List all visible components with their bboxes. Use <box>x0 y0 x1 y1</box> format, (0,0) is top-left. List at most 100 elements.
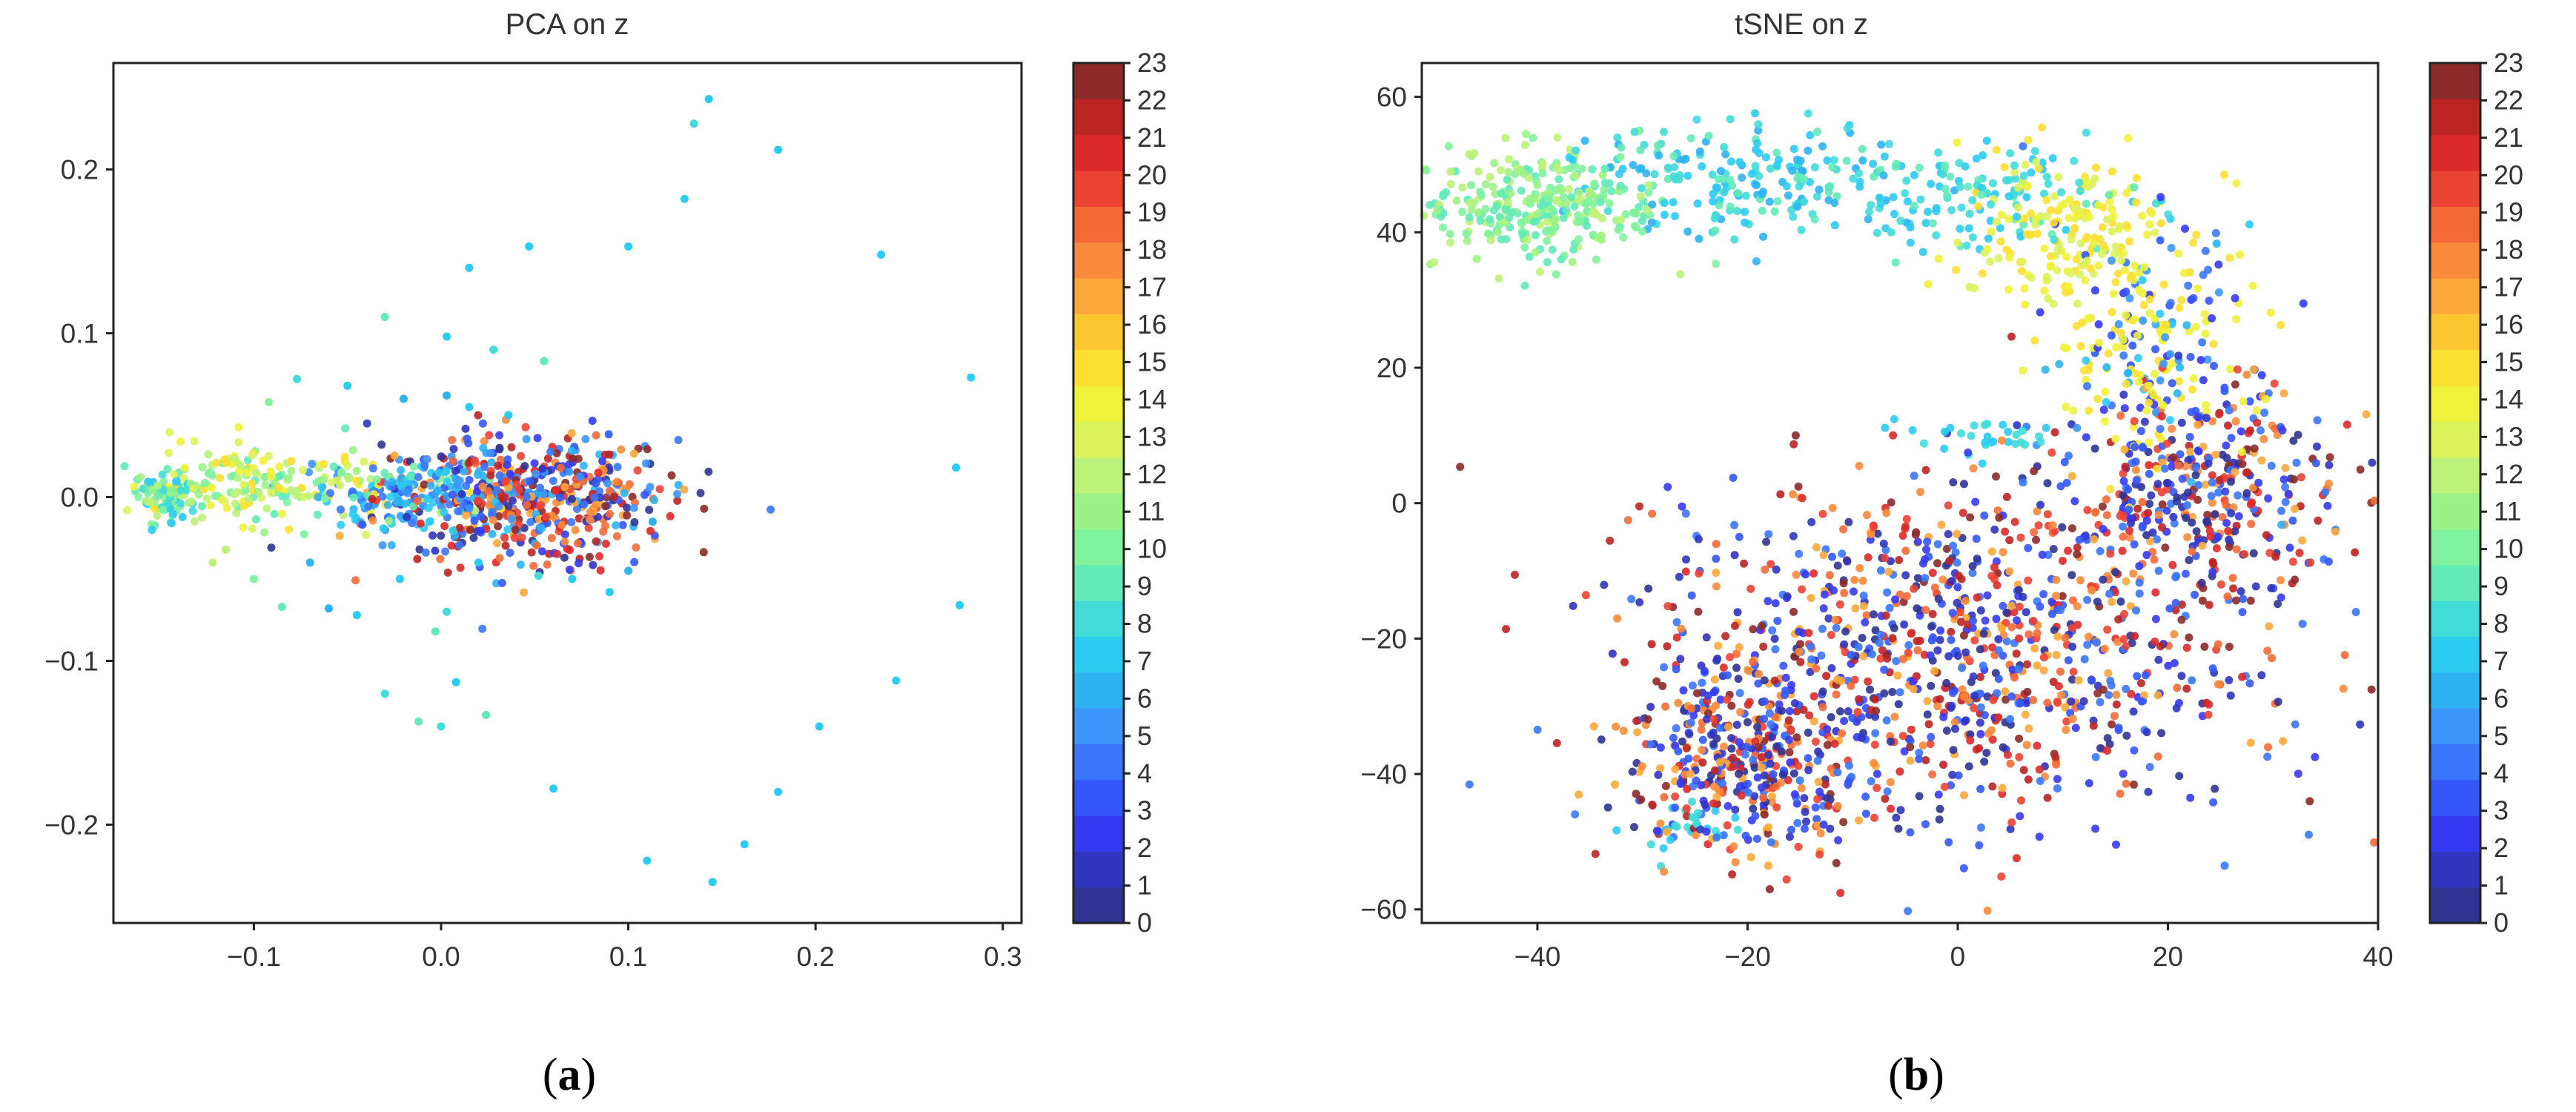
tsne-point <box>2073 543 2082 552</box>
tsne-point <box>2125 237 2134 246</box>
tsne-point <box>1766 164 1775 173</box>
tsne-point <box>2032 158 2041 166</box>
pca-colorbar-segment <box>1073 815 1124 852</box>
tsne-point <box>2132 198 2141 207</box>
tsne-point <box>2102 215 2111 224</box>
tsne-point <box>1818 687 1827 696</box>
tsne-point <box>1939 712 1948 721</box>
tsne-point <box>1850 675 1859 684</box>
tsne-point <box>1770 635 1779 643</box>
tsne-point <box>2090 174 2099 183</box>
tsne-point <box>2001 687 2010 696</box>
tsne-point <box>1894 700 1903 709</box>
tsne-point <box>1892 813 1901 822</box>
tsne-point <box>1799 706 1808 714</box>
tsne-point <box>2186 447 2195 456</box>
tsne-point <box>1758 190 1767 199</box>
pca-point <box>517 451 526 460</box>
tsne-point <box>2073 322 2082 331</box>
tsne-point <box>2067 269 2075 278</box>
pca-point <box>265 397 274 406</box>
tsne-point <box>2156 236 2165 245</box>
tsne-point <box>2008 665 2017 674</box>
tsne-point <box>1731 813 1740 822</box>
tsne-point <box>1995 513 2004 522</box>
tsne-point <box>1793 818 1802 827</box>
tsne-point <box>1948 770 1957 779</box>
tsne-point <box>1875 638 1884 647</box>
tsne-point <box>2082 199 2090 208</box>
pca-point <box>495 554 504 563</box>
tsne-point <box>1973 202 1982 211</box>
pca-point <box>600 522 609 531</box>
tsne-point <box>1772 803 1781 812</box>
tsne-point <box>2030 147 2039 156</box>
tsne-point <box>1520 141 1529 150</box>
tsne-point <box>1805 711 1814 720</box>
pca-point <box>349 493 358 502</box>
pca-point <box>364 502 373 511</box>
tsne-point <box>1452 196 1461 205</box>
tsne-point <box>2082 433 2090 442</box>
tsne-point <box>1764 751 1773 759</box>
pca-point <box>529 561 538 570</box>
tsne-point <box>2291 720 2299 729</box>
pca-point <box>464 459 473 468</box>
tsne-point <box>1681 567 1690 576</box>
tsne-point <box>2314 516 2322 525</box>
tsne-point <box>2067 471 2076 480</box>
pca-point <box>632 543 640 552</box>
tsne-point <box>2004 285 2013 294</box>
tsne-point <box>2132 476 2141 485</box>
pca-point <box>506 549 514 557</box>
tsne-point <box>2043 793 2052 802</box>
tsne-point <box>1838 549 1847 558</box>
pca-point <box>187 497 196 506</box>
tsne-point <box>1781 691 1789 700</box>
pca-point <box>136 473 145 482</box>
tsne-point <box>2027 168 2036 177</box>
tsne-point <box>2113 269 2122 278</box>
tsne-point <box>1910 471 1918 480</box>
tsne-point <box>2277 520 2286 529</box>
tsne-point <box>1801 570 1810 579</box>
pca-point <box>335 532 344 540</box>
tsne-point <box>2146 537 2154 546</box>
tsne-point <box>1761 565 1769 574</box>
tsne-point <box>2208 498 2216 507</box>
tsne-point <box>2027 231 2035 239</box>
tsne-point <box>2042 423 2050 432</box>
tsne-point <box>2062 225 2070 234</box>
tsne-point <box>1666 835 1675 844</box>
pca-x-axis: −0.1 0.0 0.1 0.2 0.3 <box>227 923 1022 972</box>
tsne-point <box>2225 543 2234 552</box>
tsne-point <box>2305 797 2314 806</box>
tsne-point <box>1794 482 1803 491</box>
pca-point <box>457 490 466 499</box>
pca-point <box>526 477 534 486</box>
tsne-point <box>1752 181 1761 190</box>
tsne-point <box>1797 784 1806 792</box>
pca-point <box>406 471 415 480</box>
tsne-point <box>1712 540 1721 549</box>
tsne-point <box>1621 210 1630 219</box>
pca-point <box>537 501 546 509</box>
tsne-point <box>2157 729 2166 738</box>
tsne-point <box>2033 661 2042 670</box>
pca-point <box>270 477 279 486</box>
pca-colorbar-tick-label: 19 <box>1137 197 1167 228</box>
pca-point <box>589 560 597 569</box>
tsne-x-tick-label: 0 <box>1950 941 1966 972</box>
tsne-point <box>2246 738 2255 747</box>
tsne-x-tick-label: 20 <box>2153 941 2183 972</box>
tsne-point <box>2267 583 2276 592</box>
tsne-point <box>1765 885 1774 893</box>
tsne-point <box>2170 519 2179 528</box>
pca-colorbar-tick-label: 1 <box>1137 870 1152 901</box>
tsne-point <box>1726 202 1735 211</box>
pca-point <box>523 500 532 509</box>
tsne-point <box>2297 473 2305 482</box>
tsne-point <box>1422 166 1431 175</box>
tsne-point <box>2047 598 2056 606</box>
tsne-point <box>2198 541 2207 550</box>
